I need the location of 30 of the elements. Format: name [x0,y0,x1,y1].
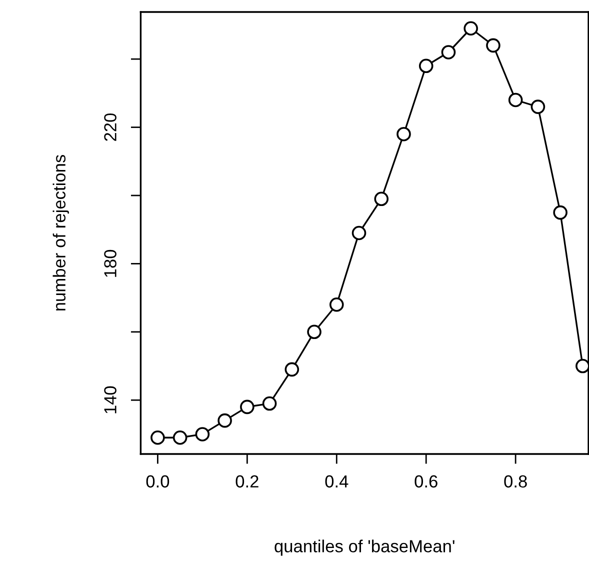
point [240,400,254,414]
point [576,358,589,374]
point [374,192,389,206]
point [150,430,165,445]
y-axis-title: number of rejections [52,154,69,310]
x-tick-label: 0.6 [414,475,438,488]
x-tick-label: 0.2 [236,475,258,488]
point [464,21,478,36]
y-tick-label: 180 [104,250,116,277]
point [307,324,322,340]
x-axis-title: quantiles of 'baseMean' [274,540,454,556]
point [508,92,523,108]
point [553,205,568,220]
point [486,38,500,53]
x-tick-label: 0.0 [146,475,170,488]
point [262,396,277,411]
point [530,100,546,114]
y-tick-label: 140 [104,386,116,414]
point [329,297,344,312]
x-tick-label: 0.8 [504,475,527,488]
point [441,45,456,60]
point [418,58,434,74]
point [195,427,210,442]
point [352,226,366,240]
y-tick-label: 220 [104,113,116,141]
point [172,430,188,445]
point [396,126,411,142]
point [284,362,300,377]
x-tick-label: 0.4 [325,475,348,488]
point [218,413,232,428]
